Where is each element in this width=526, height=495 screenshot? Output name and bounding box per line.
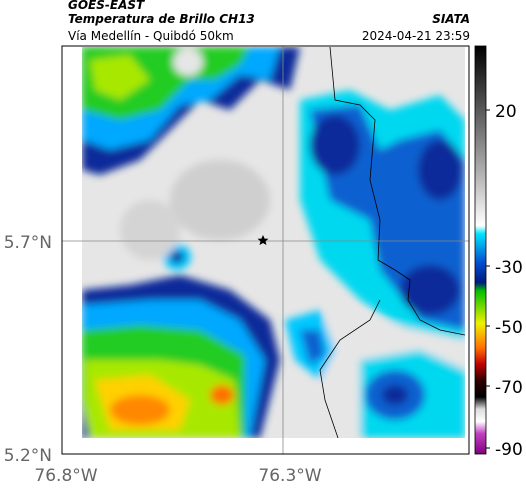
route: Vía Medellín - Quibdó 50km [68, 29, 234, 43]
timestamp: 2024-04-21 23:59 [362, 29, 470, 43]
colorbar-label: -30 [495, 258, 523, 278]
source: SIATA [432, 12, 470, 26]
satellite-image [82, 47, 465, 438]
colorbar [474, 45, 487, 455]
colorbar-label: -70 [495, 378, 523, 398]
colorbar-label: -90 [495, 440, 523, 460]
lat-label: 5.7°N [4, 233, 52, 253]
satellite-name: GOES-EAST [68, 0, 145, 12]
colorbar-label: -50 [495, 318, 523, 338]
lon-label: 76.3°W [258, 466, 321, 486]
colorbar-label: 20 [495, 102, 517, 122]
lon-label: 76.8°W [34, 466, 97, 486]
location-marker [257, 235, 269, 245]
colorbar-ticks [486, 109, 490, 449]
map-frame [61, 45, 470, 455]
product-name: Temperatura de Brillo CH13 [68, 12, 255, 26]
lat-label: 5.2°N [4, 446, 52, 466]
